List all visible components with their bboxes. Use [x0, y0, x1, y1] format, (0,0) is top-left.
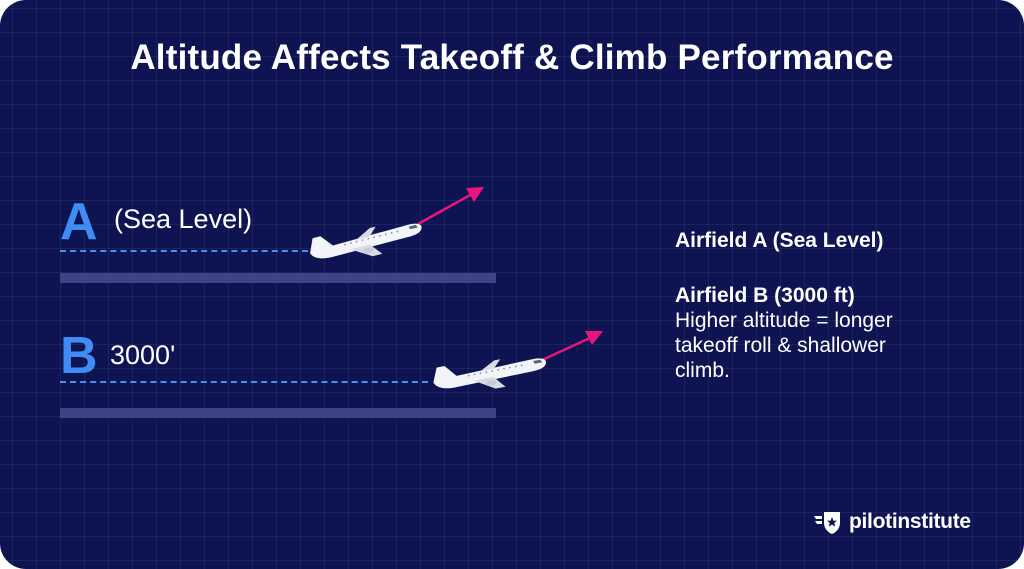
airfield-a-climb-arrow [417, 187, 484, 226]
airfield-b-runway [60, 408, 496, 418]
airfield-a-runway [60, 273, 496, 283]
airfield-a-info-title: Airfield A (Sea Level) [675, 229, 884, 252]
airfield-a-ground-roll-line [60, 250, 308, 252]
winged-shield-star-icon [814, 512, 840, 534]
airfield-b-ground-roll-line [60, 381, 428, 383]
airfield-b-airplane-icon [433, 358, 547, 389]
airfield-b-info-title: Airfield B (3000 ft) [675, 284, 855, 307]
airfield-a-label: (Sea Level) [114, 204, 253, 234]
airfield-b-climb-arrow [541, 331, 603, 362]
brand-logo: pilotinstitute [814, 509, 971, 535]
airfield-a-letter: A [60, 193, 98, 251]
airfield-a-info: Airfield A (Sea Level) [675, 228, 884, 253]
airfield-b-letter: B [60, 327, 98, 385]
diagram-title: Altitude Affects Takeoff & Climb Perform… [130, 38, 894, 77]
airfield-b-info-description: Higher altitude = longer takeoff roll & … [675, 309, 893, 382]
airfield-b-label: 3000' [110, 340, 176, 370]
airfield-b-info: Airfield B (3000 ft) Higher altitude = l… [675, 283, 945, 383]
brand-name: pilotinstitute [849, 510, 971, 533]
airfield-a-airplane-icon [310, 223, 422, 259]
